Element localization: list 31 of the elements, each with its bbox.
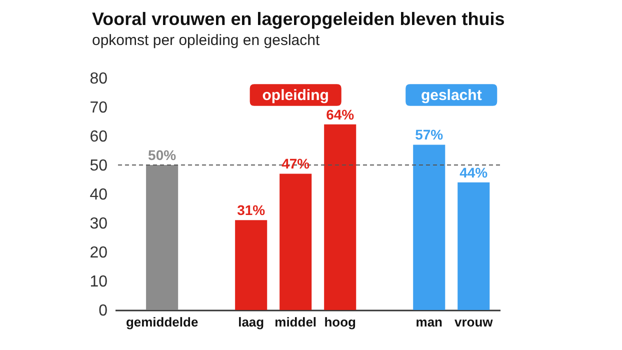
bar [280,174,312,310]
x-tick-label: laag [238,314,264,330]
data-label: 47% [282,156,310,172]
y-tick-label: 80 [90,70,108,88]
y-tick-label: 60 [90,128,108,146]
x-tick-label: man [416,314,443,330]
y-tick-label: 30 [90,216,108,232]
data-label: 50% [148,147,177,163]
bar [235,220,268,310]
bar [458,182,490,310]
x-tick-label: middel [274,314,317,330]
data-label: 44% [460,164,488,180]
annotation: geslacht [420,87,482,104]
x-tick-label: hoog [324,314,356,330]
y-tick-label: 0 [98,302,108,320]
y-tick-label: 70 [90,100,108,116]
x-tick-label: vrouw [454,314,494,330]
bar [324,124,356,310]
annotation: opleiding [262,87,329,104]
y-tick-label: 50 [90,158,108,174]
data-label: 57% [415,126,444,143]
bar [413,144,446,310]
data-label: 64% [326,106,355,122]
chart-title: Vooral vrouwen en lageropgeleiden bleven thuis [92,9,505,29]
y-tick-label: 40 [90,186,108,204]
y-tick-label: 10 [90,274,108,290]
x-tick-label: gemiddelde [126,314,198,330]
bar [146,165,178,310]
y-tick-label: 20 [90,244,108,262]
chart-subtitle: opkomst per opleiding en geslacht [92,32,320,49]
data-label: 31% [237,202,266,218]
